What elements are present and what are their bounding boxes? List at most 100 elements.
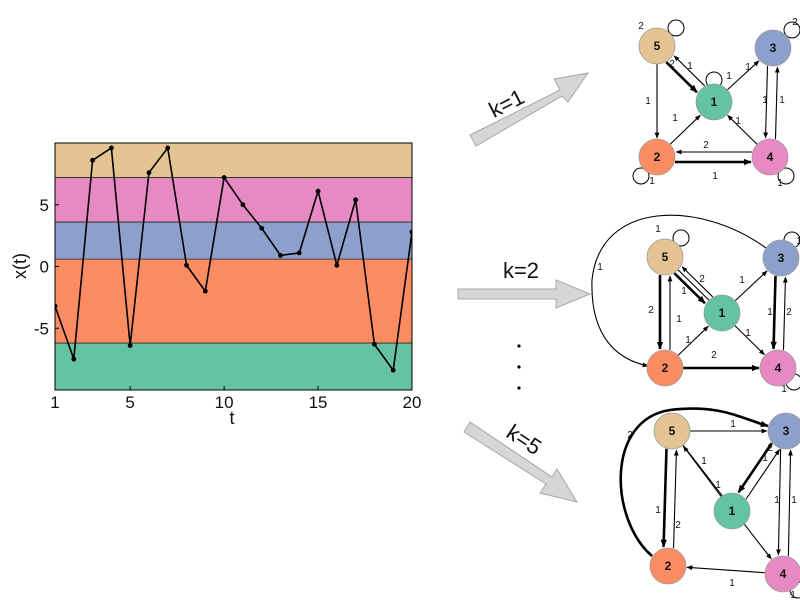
edge xyxy=(763,65,769,139)
node-4 xyxy=(751,138,789,176)
node-3 xyxy=(762,239,800,277)
self-loop xyxy=(777,167,795,185)
series-point xyxy=(315,188,321,194)
edge-weight: 1 xyxy=(762,95,768,106)
self-loop xyxy=(667,19,685,37)
y-tick-label: -5 xyxy=(34,319,49,338)
edge xyxy=(681,266,714,298)
edge-weight: 1 xyxy=(645,96,651,107)
node-label: 1 xyxy=(729,504,736,518)
edge xyxy=(770,275,777,350)
edge-weight: 1 xyxy=(791,495,797,506)
node-label: 2 xyxy=(662,361,669,375)
edge xyxy=(619,407,769,557)
node-5 xyxy=(638,27,676,65)
node-label: 1 xyxy=(719,306,726,320)
k-label: k=2 xyxy=(503,258,539,283)
edge xyxy=(673,272,706,305)
series-point xyxy=(55,303,58,309)
y-axis-label: x(t) xyxy=(10,253,30,279)
edge-weight: 1 xyxy=(715,480,721,491)
node-2 xyxy=(649,547,687,585)
series-point xyxy=(184,262,189,268)
node-2 xyxy=(638,138,676,176)
edge-weight: 1 xyxy=(597,262,603,273)
edge xyxy=(660,448,668,548)
edge xyxy=(669,114,701,145)
edge-weight: 2 xyxy=(711,350,717,361)
series-point xyxy=(108,145,114,151)
edge xyxy=(673,55,706,87)
state-band-2 xyxy=(55,259,412,344)
node-4 xyxy=(764,555,800,593)
edge-weight: 1 xyxy=(762,453,768,464)
series-point xyxy=(372,341,377,347)
edge-weight: 1 xyxy=(672,113,678,124)
self-loop xyxy=(632,167,650,185)
self-loop-weight: 1 xyxy=(796,236,800,247)
self-loop-weight: 1 xyxy=(649,176,655,187)
node-label: 4 xyxy=(775,361,782,375)
self-loop-weight: 1 xyxy=(781,384,787,395)
edge-weight: 2 xyxy=(627,430,633,441)
edge xyxy=(591,214,767,368)
edge-weight: 2 xyxy=(669,59,675,70)
edge-weight: 1 xyxy=(655,505,661,516)
edge xyxy=(727,114,758,145)
edge-weight: 1 xyxy=(745,62,751,73)
edge-weight: 1 xyxy=(729,578,735,589)
node-label: 5 xyxy=(662,250,669,264)
edge-weight: 1 xyxy=(681,286,687,297)
edge xyxy=(774,66,780,140)
state-band-5 xyxy=(55,143,412,178)
node-1 xyxy=(713,492,751,530)
edge xyxy=(677,325,709,356)
edge-weight: 1 xyxy=(730,419,736,430)
node-label: 2 xyxy=(654,150,661,164)
edge-weight: 1 xyxy=(745,328,751,339)
transition-arrow xyxy=(469,72,590,147)
edge xyxy=(665,61,698,94)
edge xyxy=(686,565,766,574)
x-tick-label: 20 xyxy=(403,393,422,412)
edge-weight: 2 xyxy=(767,443,773,454)
x-tick-label: 10 xyxy=(215,393,234,412)
state-band-3 xyxy=(55,222,412,260)
node-label: 1 xyxy=(711,95,718,109)
x-tick-label: 15 xyxy=(309,393,328,412)
x-tick-label: 1 xyxy=(50,393,59,412)
edge-weight: 1 xyxy=(739,275,745,286)
node-label: 3 xyxy=(783,424,790,438)
edge xyxy=(745,449,780,500)
node-2 xyxy=(646,349,684,387)
x-axis-label: t xyxy=(229,408,234,428)
self-loop xyxy=(783,21,800,39)
node-label: 3 xyxy=(770,41,777,55)
node-3 xyxy=(767,412,800,450)
edge-weight: 1 xyxy=(676,314,682,325)
node-label: 4 xyxy=(767,150,774,164)
series-point xyxy=(146,170,152,176)
edge-weight: 1 xyxy=(701,456,707,467)
node-label: 5 xyxy=(654,39,661,53)
node-label: 2 xyxy=(665,559,672,573)
x-axis-ticks: 1 5 10 15 20 xyxy=(50,386,421,412)
node-5 xyxy=(646,238,684,276)
edge xyxy=(776,448,782,556)
node-label: 3 xyxy=(778,251,785,265)
series-point xyxy=(202,288,208,294)
series-point xyxy=(71,356,77,362)
edge-weight: 1 xyxy=(685,335,691,346)
ellipsis-dot xyxy=(517,344,521,348)
self-loop-weight: 2 xyxy=(792,17,798,28)
node-label: 5 xyxy=(669,424,676,438)
series-point xyxy=(296,250,302,256)
series-point xyxy=(240,202,246,208)
edge xyxy=(672,449,679,549)
self-loop-weight: 1 xyxy=(655,224,661,235)
self-loop-weight: 1 xyxy=(726,71,732,82)
